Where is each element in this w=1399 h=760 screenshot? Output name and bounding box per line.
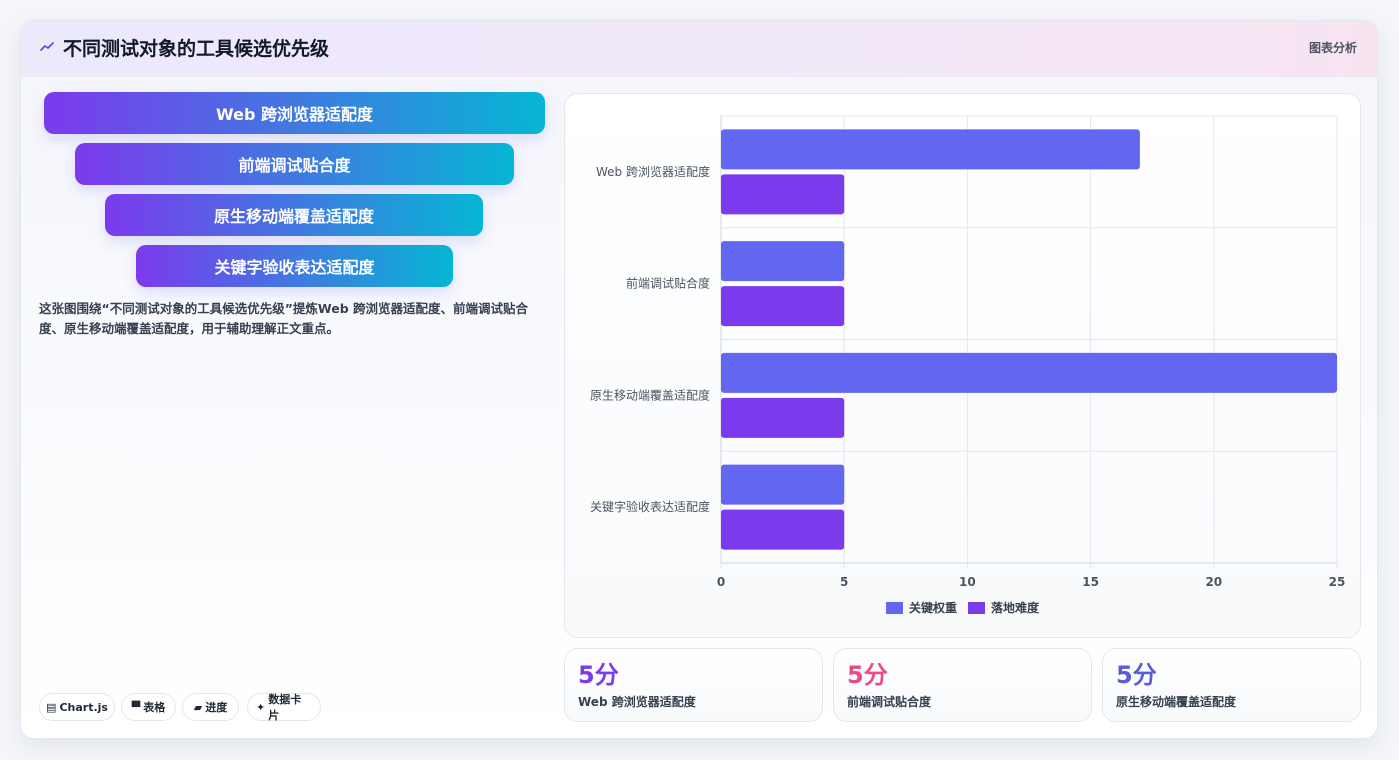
legend-label: 落地难度: [991, 600, 1040, 615]
chart-description: 这张图围绕“不同测试对象的工具候选优先级”提炼Web 跨浏览器适配度、前端调试贴…: [39, 301, 529, 336]
stat-label: Web 跨浏览器适配度: [578, 695, 696, 709]
chip-label: Chart.js: [59, 700, 108, 714]
x-tick-label: 25: [1329, 575, 1346, 589]
progress-icon: ▰: [193, 700, 203, 714]
chart-panel: 0 5 10 15 20 25 Web 跨浏览器适配度 前端调试贴合度 原生移动端覆盖适配度 关键…: [564, 93, 1361, 638]
funnel-item-web: Web 跨浏览器适配度: [44, 92, 545, 134]
bar-weight: [721, 352, 1337, 393]
bar-difficulty: [721, 174, 845, 215]
legend-swatch: [886, 602, 903, 614]
bar-weight: [721, 464, 845, 505]
x-tick-label: 5: [840, 575, 848, 589]
table-icon: ▀: [131, 700, 141, 714]
x-tick-label: 15: [1082, 575, 1099, 589]
funnel-item-keyword: 关键字验收表达适配度: [136, 245, 453, 287]
y-tick-label: 前端调试贴合度: [626, 276, 710, 291]
chip-data-card[interactable]: ✦ 数据卡片: [247, 693, 321, 722]
x-tick-label: 20: [1205, 575, 1222, 589]
chip-label: 表格: [143, 701, 166, 714]
stat-card-frontend: 5分 前端调试贴合度: [833, 648, 1092, 722]
line-chart-icon: [40, 40, 56, 56]
funnel-item-frontend: 前端调试贴合度: [75, 143, 514, 185]
stat-card-mobile: 5分 原生移动端覆盖适配度: [1102, 648, 1361, 722]
chip-label: 进度: [205, 701, 228, 714]
bar-difficulty: [721, 286, 845, 327]
stat-card-web: 5分 Web 跨浏览器适配度: [564, 648, 823, 722]
chip-label: 数据卡片: [268, 693, 302, 722]
chip-chartjs[interactable]: ▤ Chart.js: [39, 693, 115, 721]
card-title: 不同测试对象的工具候选优先级: [63, 38, 330, 60]
funnel-item-mobile: 原生移动端覆盖适配度: [105, 194, 483, 236]
chart-card: 不同测试对象的工具候选优先级 图表分析 Web 跨浏览器适配度 前端调试贴合度 …: [20, 20, 1378, 739]
bar-weight: [721, 129, 1140, 170]
stat-value: 5分: [847, 661, 888, 689]
chip-progress[interactable]: ▰ 进度: [182, 693, 239, 721]
legend-swatch: [968, 602, 985, 614]
y-tick-label: 关键字验收表达适配度: [590, 499, 710, 514]
bar-difficulty: [721, 397, 845, 438]
chip-table[interactable]: ▀ 表格: [121, 693, 176, 721]
stat-label: 原生移动端覆盖适配度: [1116, 695, 1237, 709]
chartjs-icon: ▤: [46, 700, 57, 714]
y-tick-label: Web 跨浏览器适配度: [596, 164, 710, 179]
chart-analysis-tag[interactable]: 图表分析: [1308, 41, 1357, 55]
card-header: 不同测试对象的工具候选优先级 图表分析: [21, 21, 1377, 77]
x-tick-label: 0: [717, 575, 725, 589]
bar-difficulty: [721, 509, 845, 550]
legend-label: 关键权重: [909, 600, 957, 615]
stat-value: 5分: [1116, 661, 1157, 689]
stat-value: 5分: [578, 661, 619, 689]
y-tick-label: 原生移动端覆盖适配度: [590, 387, 710, 402]
bar-weight: [721, 241, 845, 282]
x-tick-label: 10: [959, 575, 976, 589]
sparkle-icon: ✦: [256, 700, 266, 714]
stat-label: 前端调试贴合度: [847, 695, 932, 709]
